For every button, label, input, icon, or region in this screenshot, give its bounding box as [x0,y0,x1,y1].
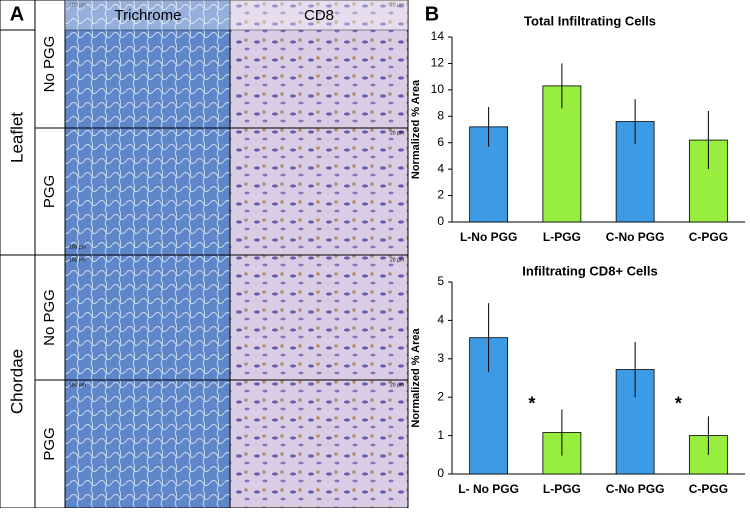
micrograph [64,127,231,256]
y-tick-label: 0 [437,214,444,228]
y-tick-label: 2 [437,188,444,202]
group-label: Chordae [7,349,26,414]
micrograph [64,0,231,129]
y-tick-label: 10 [431,82,445,96]
scale-bar-label: 100 µm [69,257,86,263]
chart-title: Infiltrating CD8+ Cells [522,263,657,278]
y-tick-label: 6 [437,135,444,149]
scale-bar-label: 100 µm [69,244,86,250]
micrograph [229,254,409,381]
column-label: CD8 [304,7,334,24]
y-tick-label: 0 [437,466,444,480]
row-label-box [34,254,66,381]
y-axis-label: Normalized % Area [410,328,422,428]
header-strip [65,0,408,30]
y-tick-label: 12 [431,56,445,70]
micrograph [64,379,231,509]
annotation: * [528,394,535,414]
group-label-box [0,29,36,256]
micrograph [64,254,231,381]
row-label-box [34,379,66,509]
group-label: Leaflet [7,112,26,163]
panel-label: B [425,3,439,25]
y-tick-label: 3 [437,351,444,365]
x-tick-label: L- No PGG [458,482,519,496]
y-tick-label: 4 [437,313,444,327]
y-tick-label: 1 [437,428,444,442]
x-tick-label: C-PGG [689,482,728,496]
chart-title: Total Infiltrating Cells [524,13,656,28]
x-tick-label: L-PGG [543,230,581,244]
y-tick-label: 2 [437,389,444,403]
y-tick-label: 5 [437,274,444,288]
micrograph [229,127,409,256]
scale-bar-label: 100 µm [69,2,86,8]
annotation: * [675,394,682,414]
scale-bar-label: 100 µm [69,382,86,388]
x-tick-label: L-No PGG [460,230,517,244]
scale-bar-label: 20 µm [390,130,404,136]
x-tick-label: L-PGG [543,482,581,496]
row-label-box [34,127,66,256]
y-axis-label: Normalized % Area [410,79,422,179]
panel-label: A [10,3,24,25]
scale-bar-label: 20 µm [390,2,404,8]
scale-bar-label: 20 µm [390,382,404,388]
x-tick-label: C-PGG [689,230,728,244]
row-label: PGG [41,427,58,460]
scale-bar-label: 20 µm [390,257,404,263]
bar [542,85,582,223]
y-tick-label: 14 [431,29,445,43]
row-label: No PGG [41,289,58,346]
column-label: Trichrome [115,7,182,24]
micrograph [229,379,409,509]
x-tick-label: C-No PGG [606,482,665,496]
y-tick-label: 4 [437,161,444,175]
x-tick-label: C-No PGG [606,230,665,244]
y-tick-label: 8 [437,108,444,122]
row-label-box [34,0,66,129]
row-label: PGG [41,175,58,208]
row-label: No PGG [41,36,58,93]
